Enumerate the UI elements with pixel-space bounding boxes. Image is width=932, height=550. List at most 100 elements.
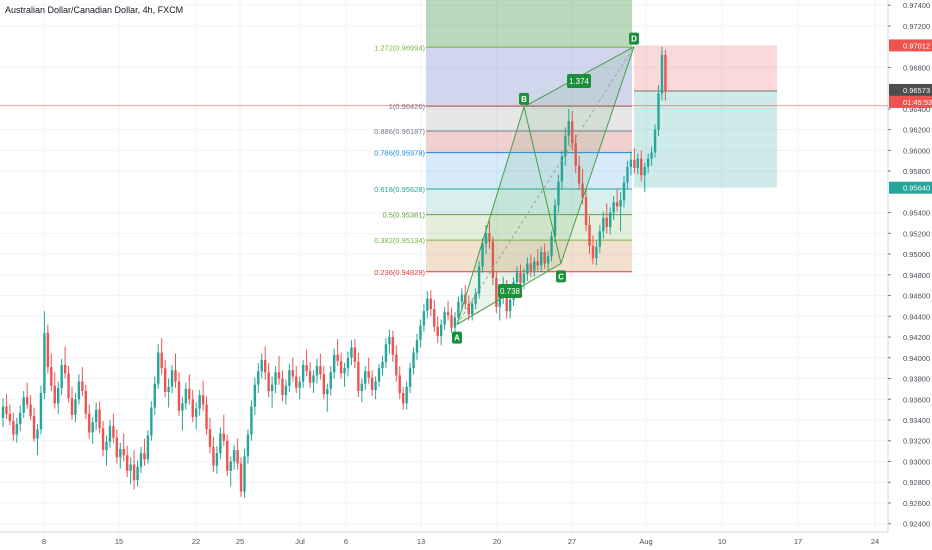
- candle-body: [657, 93, 660, 130]
- candle-body: [398, 375, 401, 394]
- candle-body: [446, 312, 450, 316]
- candle-body: [208, 429, 212, 447]
- candle-body: [298, 381, 301, 388]
- candle-body: [246, 434, 250, 457]
- candle-body: [215, 453, 219, 466]
- pattern-leg: [523, 106, 562, 264]
- candle-body: [219, 433, 222, 454]
- time-tick-label: Aug: [639, 537, 652, 546]
- candle-body: [81, 381, 84, 391]
- candle-body: [312, 375, 315, 383]
- candle-body: [357, 361, 360, 391]
- candle-body: [529, 263, 533, 271]
- candle-body: [484, 233, 488, 244]
- candle-body: [574, 143, 577, 166]
- candle-body: [615, 202, 619, 207]
- pattern-leg: [456, 106, 525, 325]
- candle-body: [508, 299, 512, 312]
- candle-body: [391, 337, 395, 355]
- candle-body: [53, 385, 56, 404]
- pattern-point-label: D: [631, 35, 637, 44]
- candle-body: [633, 159, 636, 168]
- price-tick-label: 0.93400: [903, 416, 930, 425]
- time-tick-label: 25: [236, 537, 244, 546]
- time-tick-label: 22: [192, 537, 200, 546]
- stop-price-label-bg: [889, 181, 932, 194]
- candle-body: [284, 385, 288, 396]
- pattern-triangle-bcd: [524, 46, 634, 264]
- chart-title: Australian Dollar/Canadian Dollar, 4h, F…: [5, 5, 184, 15]
- price-tick-label: 0.94400: [903, 312, 930, 321]
- time-tick-label: 27: [568, 537, 576, 546]
- pattern-point-label: A: [454, 334, 460, 343]
- candle-body: [546, 256, 550, 264]
- candle-body: [308, 371, 312, 383]
- price-tick-label: 0.94000: [903, 354, 930, 363]
- fib-level-label: 0.886(0.96187): [374, 127, 425, 136]
- candle-body: [153, 383, 156, 408]
- candle-body: [12, 421, 15, 435]
- candle-body: [605, 217, 608, 228]
- candle-body: [364, 371, 367, 384]
- candle-body: [415, 340, 419, 353]
- fib-band: [426, 214, 632, 241]
- candle-body: [536, 261, 539, 266]
- candle-body: [350, 347, 353, 358]
- candle-body: [626, 166, 629, 183]
- candle-body: [115, 437, 119, 458]
- candle-body: [326, 388, 329, 395]
- candle-body: [270, 384, 274, 391]
- candle-body: [646, 158, 650, 167]
- price-tick-label: 0.93200: [903, 437, 930, 446]
- countdown-label: 01:45:53: [903, 98, 932, 107]
- candle-body: [260, 359, 263, 372]
- candle-body: [557, 181, 560, 206]
- candle-body: [598, 231, 602, 247]
- fib-level-label: 0.382(0.95134): [374, 236, 425, 245]
- candle-body: [177, 381, 181, 411]
- candle-body: [163, 368, 167, 392]
- candle-body: [433, 309, 436, 327]
- candle-body: [70, 398, 74, 415]
- candle-body: [257, 371, 260, 385]
- candle-body: [43, 332, 46, 394]
- pattern-triangle-abc: [457, 106, 561, 325]
- candle-body: [388, 337, 391, 345]
- price-tick-label: 0.96000: [903, 146, 930, 155]
- candle-body: [170, 370, 174, 387]
- current-price-label-bg: [889, 83, 932, 96]
- candle-body: [105, 441, 108, 451]
- candle-body: [122, 449, 125, 456]
- candle-body: [602, 217, 605, 232]
- price-tick-label: 0.93600: [903, 395, 930, 404]
- candle-body: [477, 266, 481, 294]
- countdown-label-bg: [889, 95, 932, 108]
- candle-body: [19, 412, 22, 425]
- candle-body: [88, 413, 91, 433]
- time-tick-label: 13: [417, 537, 425, 546]
- candle-body: [150, 407, 153, 436]
- candle-body: [101, 428, 105, 451]
- candle-body: [322, 374, 326, 395]
- candle-body: [112, 426, 115, 438]
- candle-body: [77, 381, 81, 400]
- fib-level-label: 0.5(0.95381): [382, 211, 425, 220]
- candle-body: [288, 370, 291, 386]
- pattern-point-label: C: [558, 272, 564, 281]
- candle-body: [577, 165, 581, 184]
- candle-body: [560, 156, 564, 182]
- price-tick-label: 0.95400: [903, 209, 930, 218]
- pattern-point-badge: [556, 270, 566, 283]
- candle-body: [339, 360, 343, 374]
- price-tick-label: 0.94600: [903, 292, 930, 301]
- time-tick-label: 8: [42, 537, 46, 546]
- pattern-point-badge: [519, 92, 529, 105]
- candle-body: [36, 429, 39, 439]
- candle-body: [94, 409, 98, 423]
- fib-band: [426, 240, 632, 272]
- price-tick-label: 0.96800: [903, 63, 930, 72]
- candle-body: [239, 463, 243, 492]
- candle-body: [226, 440, 229, 471]
- price-tick-label: 0.97200: [903, 22, 930, 31]
